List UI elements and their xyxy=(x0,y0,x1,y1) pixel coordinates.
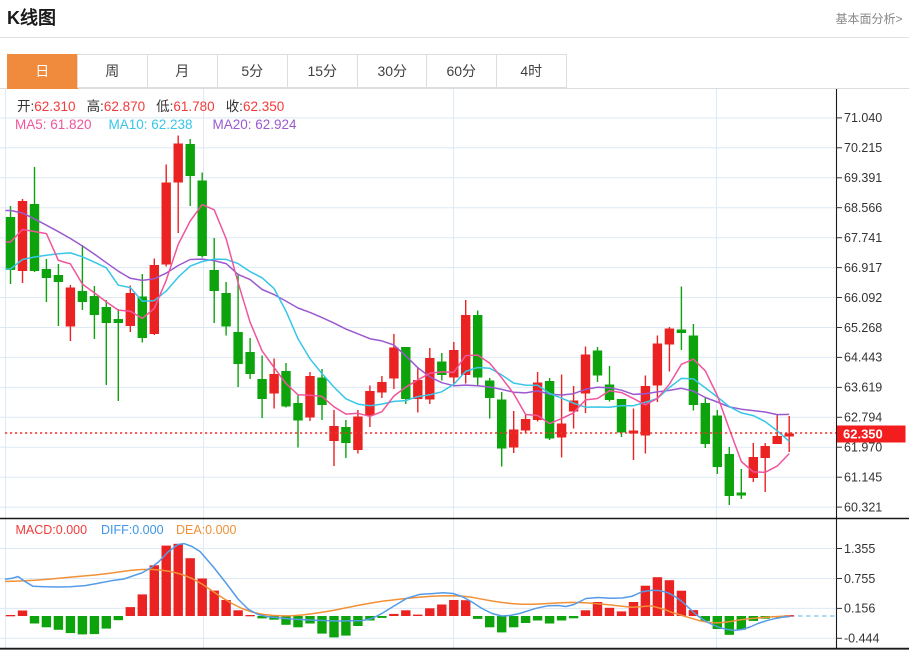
svg-text:71.040: 71.040 xyxy=(844,111,882,125)
svg-text:61.970: 61.970 xyxy=(844,441,882,455)
svg-text:66.092: 66.092 xyxy=(844,291,882,305)
svg-text:64.443: 64.443 xyxy=(844,351,882,365)
svg-text:65.268: 65.268 xyxy=(844,321,882,335)
svg-text:0.156: 0.156 xyxy=(844,602,875,616)
svg-text:61.145: 61.145 xyxy=(844,471,882,485)
svg-text:63.619: 63.619 xyxy=(844,381,882,395)
svg-text:62.794: 62.794 xyxy=(844,411,882,425)
svg-text:0.755: 0.755 xyxy=(844,572,875,586)
svg-text:69.391: 69.391 xyxy=(844,171,882,185)
svg-text:1.355: 1.355 xyxy=(844,542,875,556)
svg-text:62.350: 62.350 xyxy=(843,427,883,442)
svg-text:60.321: 60.321 xyxy=(844,500,882,514)
svg-text:70.215: 70.215 xyxy=(844,141,882,155)
svg-text:67.741: 67.741 xyxy=(844,231,882,245)
svg-text:68.566: 68.566 xyxy=(844,201,882,215)
svg-text:-0.444: -0.444 xyxy=(844,632,879,646)
svg-text:66.917: 66.917 xyxy=(844,261,882,275)
